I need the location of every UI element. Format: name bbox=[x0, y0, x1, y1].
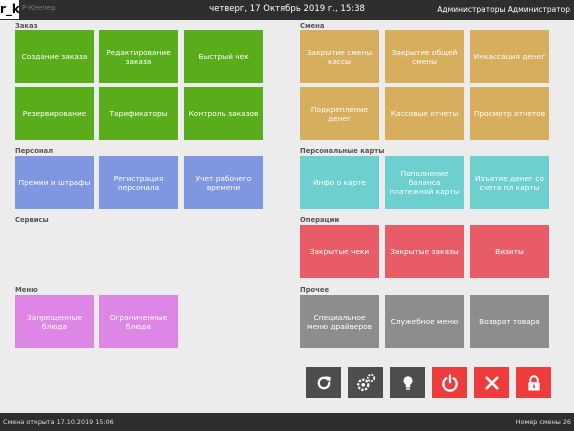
tile-driver-menu[interactable]: Специальное меню драйверов bbox=[300, 295, 379, 348]
tile-closed-orders[interactable]: Закрытые заказы bbox=[385, 225, 464, 278]
current-user: Администраторы Администратор bbox=[437, 5, 570, 14]
top-bar: r_k Р-Кеепер четверг, 17 Октябрь 2019 г.… bbox=[0, 0, 574, 20]
power-icon bbox=[441, 373, 458, 392]
tile-time-tracking[interactable]: Учет рабочего времени bbox=[184, 156, 263, 209]
tile-view-reports[interactable]: Просмотр отчетов bbox=[470, 87, 549, 140]
tile-card-info[interactable]: Инфо о карте bbox=[300, 156, 379, 209]
tile-tariffs[interactable]: Тарификаторы bbox=[99, 87, 178, 140]
tile-cash-deposit[interactable]: Подкрепление денег bbox=[300, 87, 379, 140]
tile-staff-registration[interactable]: Регистрация персонала bbox=[99, 156, 178, 209]
tile-card-topup[interactable]: Пополнение баланса платежной карты bbox=[385, 156, 464, 209]
gears-icon bbox=[356, 373, 375, 391]
tile-quick-check[interactable]: Быстрый чек bbox=[184, 30, 263, 83]
tile-visits[interactable]: Визиты bbox=[470, 225, 549, 278]
tile-cash-reports[interactable]: Кассовые отчеты bbox=[385, 87, 464, 140]
app-logo-subtitle: Р-Кеепер bbox=[22, 4, 56, 12]
shift-number: Номер смены 26 bbox=[515, 418, 571, 426]
section-title-personnel: Персонал bbox=[15, 147, 54, 155]
tile-product-return[interactable]: Возврат товара bbox=[470, 295, 549, 348]
tile-close-cash-shift[interactable]: Закрытие смены кассы bbox=[300, 30, 379, 83]
tile-closed-checks[interactable]: Закрытые чеки bbox=[300, 225, 379, 278]
refresh-button[interactable] bbox=[306, 367, 341, 398]
tile-limited-dishes[interactable]: Ограниченные блюда bbox=[99, 295, 178, 348]
lock-button[interactable] bbox=[516, 367, 551, 398]
tile-cash-collection[interactable]: Инкассация денег bbox=[470, 30, 549, 83]
tile-create-order[interactable]: Создание заказа bbox=[15, 30, 94, 83]
app-logo: r_k bbox=[0, 0, 20, 19]
tile-close-general-shift[interactable]: Закрытие общей смены bbox=[385, 30, 464, 83]
power-button[interactable] bbox=[432, 367, 467, 398]
tile-service-menu[interactable]: Служебное меню bbox=[385, 295, 464, 348]
section-title-other: Прочее bbox=[300, 286, 330, 294]
section-title-operations: Операции bbox=[300, 216, 340, 224]
close-icon bbox=[484, 375, 499, 390]
tile-order-control[interactable]: Контроль заказов bbox=[184, 87, 263, 140]
lock-icon bbox=[527, 374, 540, 390]
lightbulb-icon bbox=[403, 375, 412, 390]
current-datetime: четверг, 17 Октябрь 2019 г., 15:38 bbox=[209, 4, 365, 14]
info-button[interactable] bbox=[390, 367, 425, 398]
status-bar: Смена открыта 17.10.2019 15:06 Номер сме… bbox=[0, 413, 574, 431]
tile-bonuses-fines[interactable]: Премии и штрафы bbox=[15, 156, 94, 209]
section-title-shift: Смена bbox=[300, 22, 325, 30]
refresh-icon bbox=[317, 375, 331, 389]
shift-opened-status: Смена открыта 17.10.2019 15:06 bbox=[3, 418, 114, 426]
tile-card-withdraw[interactable]: Изъятие денег со счета пл карты bbox=[470, 156, 549, 209]
tile-reservation[interactable]: Резервирование bbox=[15, 87, 94, 140]
tile-forbidden-dishes[interactable]: Запрещенные блюда bbox=[15, 295, 94, 348]
section-title-personal-cards: Персональные карты bbox=[300, 147, 385, 155]
settings-button[interactable] bbox=[348, 367, 383, 398]
tile-edit-order[interactable]: Редактирование заказа bbox=[99, 30, 178, 83]
section-title-menu: Меню bbox=[15, 286, 38, 294]
section-title-services: Сервисы bbox=[15, 216, 49, 224]
section-title-order: Заказ bbox=[15, 22, 38, 30]
close-button[interactable] bbox=[474, 367, 509, 398]
